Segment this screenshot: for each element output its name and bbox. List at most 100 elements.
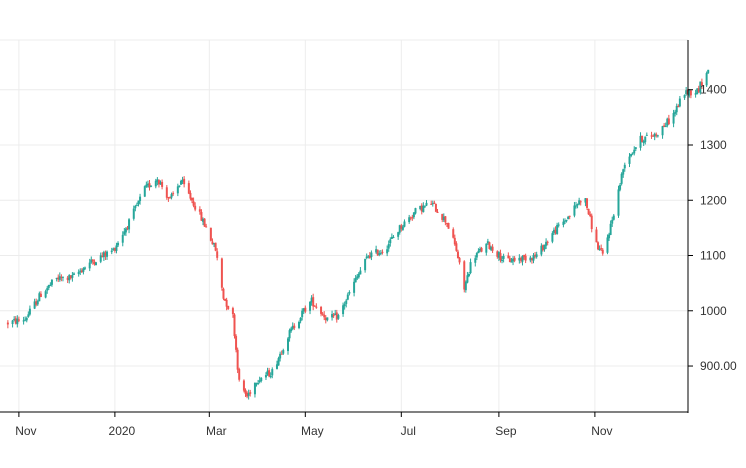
candle-body xyxy=(589,214,592,217)
candle xyxy=(556,222,559,235)
candle xyxy=(83,266,86,270)
candle-body xyxy=(490,247,493,250)
candle xyxy=(699,81,702,95)
candle-body xyxy=(431,203,434,205)
candle-body xyxy=(345,300,348,304)
candle xyxy=(191,197,193,204)
candle-body xyxy=(332,314,335,317)
candle xyxy=(408,214,411,224)
candle xyxy=(179,179,182,185)
candle-body xyxy=(389,239,392,244)
candle xyxy=(364,258,367,273)
candle xyxy=(27,311,30,318)
y-tick-label: 1300 xyxy=(700,138,727,152)
candle xyxy=(66,275,69,284)
candle xyxy=(117,241,120,248)
candle-body xyxy=(191,197,193,201)
candle xyxy=(617,185,620,218)
candle-body xyxy=(562,221,565,225)
candle xyxy=(379,249,382,256)
candle xyxy=(36,299,39,306)
candle xyxy=(587,208,590,215)
candle xyxy=(411,214,414,221)
candle-body xyxy=(170,194,173,198)
candle-body xyxy=(71,275,74,278)
candle-body xyxy=(202,219,205,222)
candle xyxy=(55,277,58,282)
candle-body xyxy=(61,276,64,278)
candle xyxy=(518,254,521,264)
candle-body xyxy=(183,178,186,185)
candle xyxy=(674,109,677,117)
candle xyxy=(95,261,97,266)
candle-body xyxy=(412,212,415,218)
candle-body xyxy=(619,184,622,190)
candles xyxy=(6,69,710,400)
candle xyxy=(397,231,400,240)
candle xyxy=(688,89,691,98)
candle xyxy=(134,204,137,212)
candle-body xyxy=(491,246,494,251)
candle xyxy=(359,267,362,275)
candle-body xyxy=(194,205,197,210)
candle xyxy=(145,181,148,188)
candle-body xyxy=(521,255,524,262)
candle xyxy=(57,274,60,283)
candle-body xyxy=(501,259,504,261)
candle xyxy=(176,183,179,197)
candle xyxy=(335,309,338,323)
candle-body xyxy=(441,214,444,220)
candle xyxy=(689,90,692,99)
candle-body xyxy=(88,262,91,269)
candle xyxy=(507,252,510,259)
candle xyxy=(247,389,250,400)
candle-body xyxy=(101,255,104,257)
candle-body xyxy=(315,306,318,308)
candle-body xyxy=(150,185,153,187)
candle xyxy=(61,276,64,282)
x-axis-ticks: Nov 2020 Mar May Jul Sep Nov xyxy=(15,412,613,438)
candle-body xyxy=(598,249,601,251)
candle xyxy=(540,243,543,257)
candle xyxy=(137,200,140,207)
candle xyxy=(258,376,261,384)
candle-body xyxy=(534,254,537,256)
candle-body xyxy=(22,320,25,322)
candle xyxy=(28,305,31,316)
candle-body xyxy=(601,249,604,254)
candle xyxy=(266,367,269,376)
candle-body xyxy=(433,202,436,204)
candle xyxy=(568,215,571,220)
candle-body xyxy=(27,314,30,317)
candle xyxy=(238,367,241,382)
candle xyxy=(25,316,28,323)
candle xyxy=(420,203,423,215)
candle-body xyxy=(95,262,97,266)
candle xyxy=(705,71,708,88)
candle-body xyxy=(367,256,370,258)
candle xyxy=(653,132,656,141)
candle xyxy=(584,198,587,207)
candle xyxy=(431,200,434,207)
candle-body xyxy=(403,221,406,227)
candle-body xyxy=(519,258,522,261)
candle-body xyxy=(24,319,27,321)
candle xyxy=(644,136,647,145)
candle-body xyxy=(279,353,282,359)
candle xyxy=(255,382,258,387)
candle-body xyxy=(655,134,658,136)
candle xyxy=(346,292,349,301)
candle-body xyxy=(244,389,247,394)
candle xyxy=(49,282,52,287)
candle xyxy=(664,122,667,128)
candle-body xyxy=(575,205,577,207)
candle xyxy=(121,231,124,247)
candle-body xyxy=(112,248,115,251)
candle xyxy=(198,206,201,215)
candle xyxy=(71,272,74,282)
candle-body xyxy=(628,156,631,164)
candle xyxy=(497,251,500,262)
candle xyxy=(403,219,406,228)
candle xyxy=(563,218,566,225)
candle-body xyxy=(145,184,148,187)
